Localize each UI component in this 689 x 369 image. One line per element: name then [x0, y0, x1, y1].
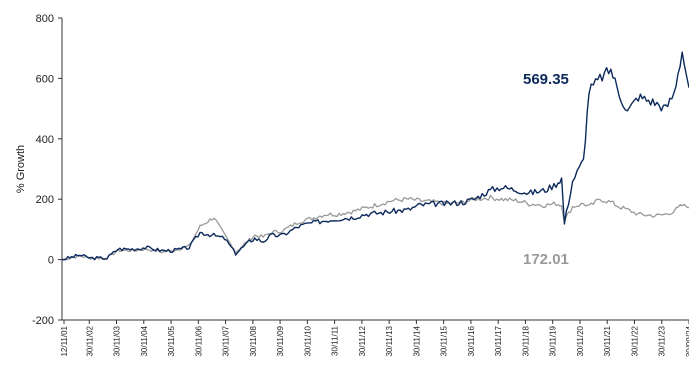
x-tick-label: 30/11/21 — [603, 325, 612, 356]
x-tick-label: 30/11/17 — [494, 325, 503, 356]
x-tick-label: 30/11/06 — [194, 325, 203, 356]
x-tick-label: 30/11/16 — [467, 325, 476, 356]
x-tick-label: 30/11/07 — [222, 325, 231, 356]
x-tick-label: 30/11/14 — [412, 325, 421, 356]
y-tick-label: 200 — [36, 194, 54, 206]
x-tick-label: 30/11/20 — [576, 325, 585, 356]
x-tick-label: 30/11/10 — [303, 325, 312, 356]
x-tick-label: 30/11/15 — [440, 325, 449, 356]
x-tick-label: 30/11/19 — [549, 325, 558, 356]
y-tick-label: 600 — [36, 73, 54, 85]
x-tick-label: 30/11/02 — [85, 325, 94, 356]
x-tick-label: 30/11/04 — [140, 325, 149, 356]
x-tick-label: 12/11/01 — [60, 325, 69, 356]
series-line-fund — [61, 51, 689, 261]
y-axis-label: % Growth — [15, 145, 27, 193]
y-tick-label: 800 — [36, 13, 54, 25]
fund-end-value-label: 569.35 — [523, 71, 569, 88]
x-tick-label: 30/11/13 — [385, 325, 394, 356]
x-tick-label: 30/11/03 — [113, 325, 122, 356]
y-tick-label: 400 — [36, 134, 54, 146]
x-tick-label: 30/09/24 — [685, 325, 689, 357]
plot-area — [62, 18, 689, 320]
y-tick-label: -200 — [32, 315, 54, 327]
x-tick-label: 30/11/12 — [358, 325, 367, 356]
benchmark-end-value-label: 172.01 — [523, 251, 569, 268]
y-tick-label: 0 — [48, 255, 54, 267]
x-tick-label: 30/11/08 — [249, 325, 258, 356]
x-tick-label: 30/11/05 — [167, 325, 176, 356]
x-tick-label: 30/11/23 — [658, 325, 667, 356]
x-tick-label: 30/11/09 — [276, 325, 285, 356]
x-tick-label: 30/11/22 — [630, 325, 639, 356]
x-tick-label: 30/11/11 — [331, 325, 340, 356]
x-tick-label: 30/11/18 — [521, 325, 530, 356]
